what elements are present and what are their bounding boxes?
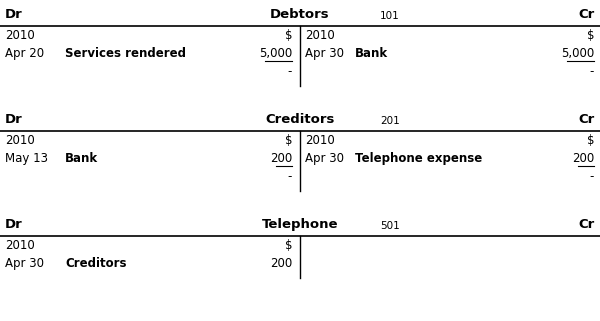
Text: Bank: Bank — [355, 47, 388, 60]
Text: Creditors: Creditors — [265, 113, 335, 126]
Text: May 13: May 13 — [5, 152, 48, 165]
Text: -: - — [287, 65, 292, 78]
Text: 200: 200 — [572, 152, 594, 165]
Text: 5,000: 5,000 — [259, 47, 292, 60]
Text: 2010: 2010 — [5, 29, 35, 42]
Text: Dr: Dr — [5, 113, 23, 126]
Text: Telephone expense: Telephone expense — [355, 152, 482, 165]
Text: $: $ — [284, 239, 292, 252]
Text: 501: 501 — [380, 221, 400, 230]
Text: Creditors: Creditors — [65, 257, 127, 270]
Text: Cr: Cr — [579, 113, 595, 126]
Text: 2010: 2010 — [305, 134, 335, 147]
Text: Dr: Dr — [5, 218, 23, 230]
Text: 2010: 2010 — [5, 134, 35, 147]
Text: -: - — [287, 170, 292, 183]
Text: -: - — [590, 170, 594, 183]
Text: Debtors: Debtors — [270, 8, 330, 21]
Text: Cr: Cr — [579, 8, 595, 21]
Text: Apr 30: Apr 30 — [305, 152, 344, 165]
Text: 2010: 2010 — [5, 239, 35, 252]
Text: $: $ — [284, 29, 292, 42]
Text: Cr: Cr — [579, 218, 595, 230]
Text: $: $ — [587, 29, 594, 42]
Text: 200: 200 — [270, 257, 292, 270]
Text: $: $ — [284, 134, 292, 147]
Text: Dr: Dr — [5, 8, 23, 21]
Text: 101: 101 — [380, 11, 400, 21]
Text: Services rendered: Services rendered — [65, 47, 186, 60]
Text: 201: 201 — [380, 116, 400, 126]
Text: Bank: Bank — [65, 152, 98, 165]
Text: Apr 30: Apr 30 — [305, 47, 344, 60]
Text: Telephone: Telephone — [262, 218, 338, 230]
Text: -: - — [590, 65, 594, 78]
Text: Apr 20: Apr 20 — [5, 47, 44, 60]
Text: Apr 30: Apr 30 — [5, 257, 44, 270]
Text: 5,000: 5,000 — [561, 47, 594, 60]
Text: $: $ — [587, 134, 594, 147]
Text: 2010: 2010 — [305, 29, 335, 42]
Text: 200: 200 — [270, 152, 292, 165]
